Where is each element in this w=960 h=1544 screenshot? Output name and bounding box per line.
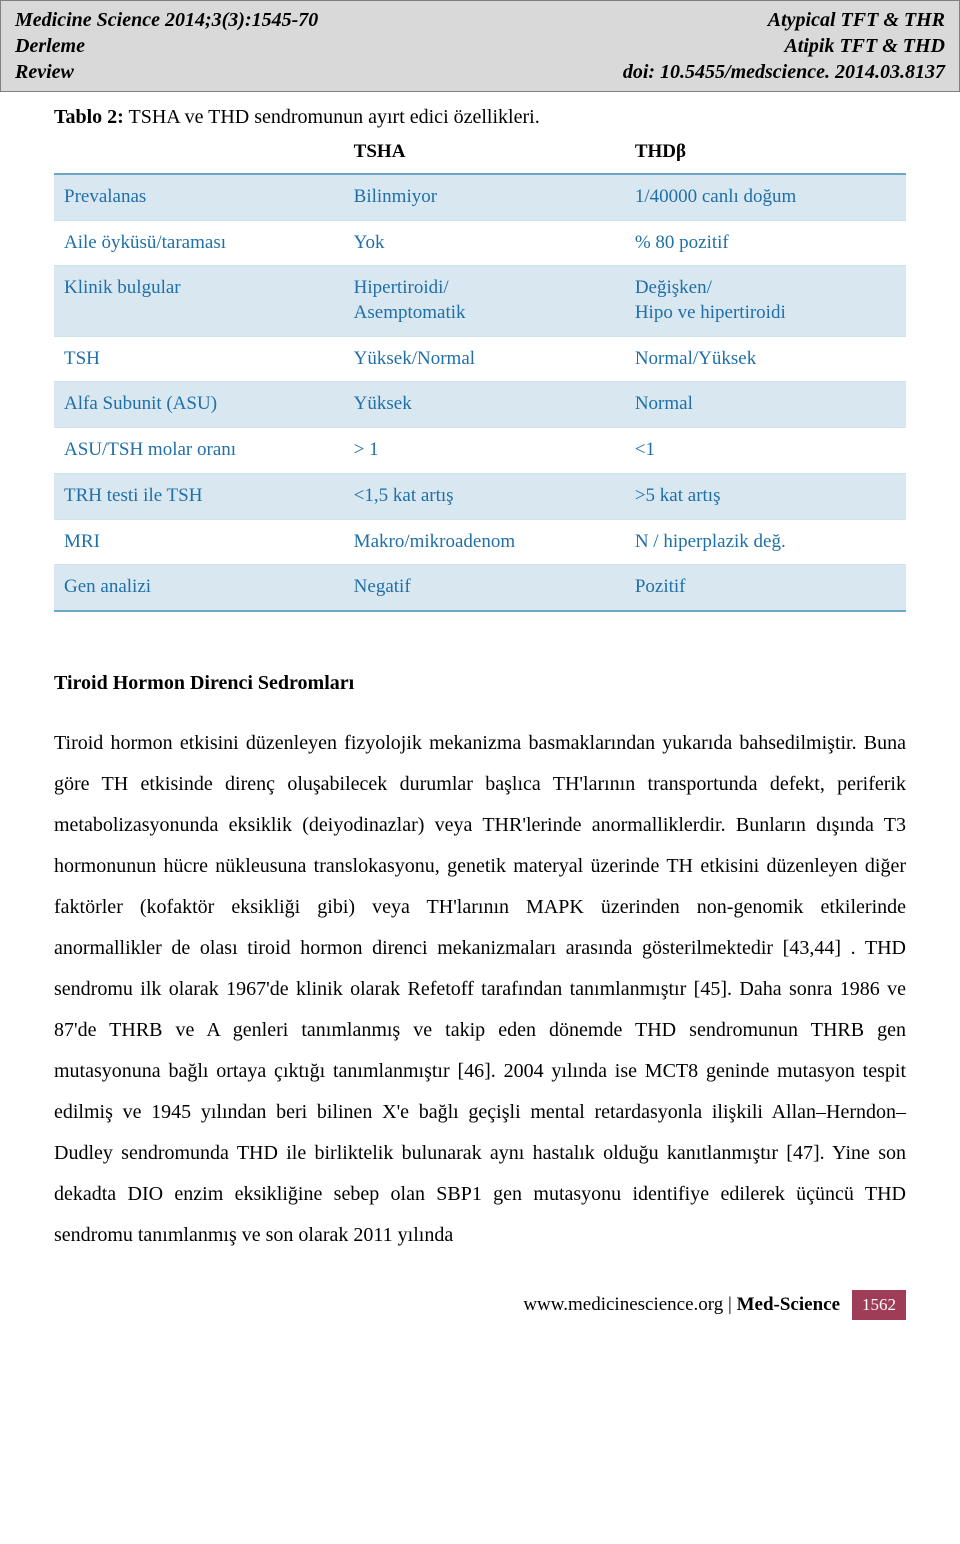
col-header-0 [54,135,344,174]
page-number: 1562 [852,1290,906,1320]
col-header-2: THDβ [625,135,906,174]
table-row: Klinik bulgularHipertiroidi/Asemptomatik… [54,266,906,336]
table-cell: TRH testi ile TSH [54,473,344,519]
comparison-table: TSHA THDβ PrevalanasBilinmiyor1/40000 ca… [54,135,906,612]
table-cell: Klinik bulgular [54,266,344,336]
doi-text: doi: 10.5455/medscience. 2014.03.8137 [623,59,945,85]
caption-label: Tablo 2: [54,106,124,128]
page-header: Medicine Science 2014;3(3):1545-70 Atypi… [0,0,960,92]
derleme-label: Derleme [15,33,85,59]
table-row: TRH testi ile TSH<1,5 kat artış>5 kat ar… [54,473,906,519]
table-cell: >5 kat artış [625,473,906,519]
table-cell: Yüksek [344,382,625,428]
table-cell: N / hiperplazik değ. [625,519,906,565]
footer-text: www.medicinescience.org | Med-Science [523,1294,840,1316]
table-cell: ASU/TSH molar oranı [54,428,344,474]
table-caption: Tablo 2: TSHA ve THD sendromunun ayırt e… [54,106,906,129]
table-cell: Normal/Yüksek [625,336,906,382]
caption-text: TSHA ve THD sendromunun ayırt edici özel… [124,106,540,128]
section-paragraph: Tiroid hormon etkisini düzenleyen fizyol… [54,723,906,1256]
table-row: ASU/TSH molar oranı> 1<1 [54,428,906,474]
page-footer: www.medicinescience.org | Med-Science 15… [0,1290,960,1342]
title-tr: Atipik TFT & THD [784,33,945,59]
table-cell: Prevalanas [54,174,344,220]
footer-site: www.medicinescience.org [523,1294,723,1315]
page-content: Tablo 2: TSHA ve THD sendromunun ayırt e… [0,92,960,1256]
section-title: Tiroid Hormon Direnci Sedromları [54,672,906,695]
table-cell: Bilinmiyor [344,174,625,220]
table-cell: Negatif [344,565,625,611]
table-cell: 1/40000 canlı doğum [625,174,906,220]
table-cell: Makro/mikroadenom [344,519,625,565]
table-cell: MRI [54,519,344,565]
footer-brand: Med-Science [737,1294,840,1315]
table-cell: Yüksek/Normal [344,336,625,382]
table-cell: Gen analizi [54,565,344,611]
table-cell: Hipertiroidi/Asemptomatik [344,266,625,336]
table-row: MRIMakro/mikroadenomN / hiperplazik değ. [54,519,906,565]
table-cell: Aile öyküsü/taraması [54,220,344,266]
table-cell: Yok [344,220,625,266]
table-cell: TSH [54,336,344,382]
title-en: Atypical TFT & THR [768,7,945,33]
table-row: Aile öyküsü/taramasıYok% 80 pozitif [54,220,906,266]
table-cell: Pozitif [625,565,906,611]
table-cell: Değişken/Hipo ve hipertiroidi [625,266,906,336]
review-label: Review [15,59,74,85]
table-cell: Normal [625,382,906,428]
journal-ref: Medicine Science 2014;3(3):1545-70 [15,7,318,33]
table-row: Alfa Subunit (ASU)YüksekNormal [54,382,906,428]
table-cell: <1,5 kat artış [344,473,625,519]
table-cell: % 80 pozitif [625,220,906,266]
table-row: PrevalanasBilinmiyor1/40000 canlı doğum [54,174,906,220]
table-cell: Alfa Subunit (ASU) [54,382,344,428]
table-row: TSHYüksek/NormalNormal/Yüksek [54,336,906,382]
table-cell: <1 [625,428,906,474]
table-row: Gen analiziNegatifPozitif [54,565,906,611]
col-header-1: TSHA [344,135,625,174]
footer-sep: | [723,1294,736,1315]
table-cell: > 1 [344,428,625,474]
